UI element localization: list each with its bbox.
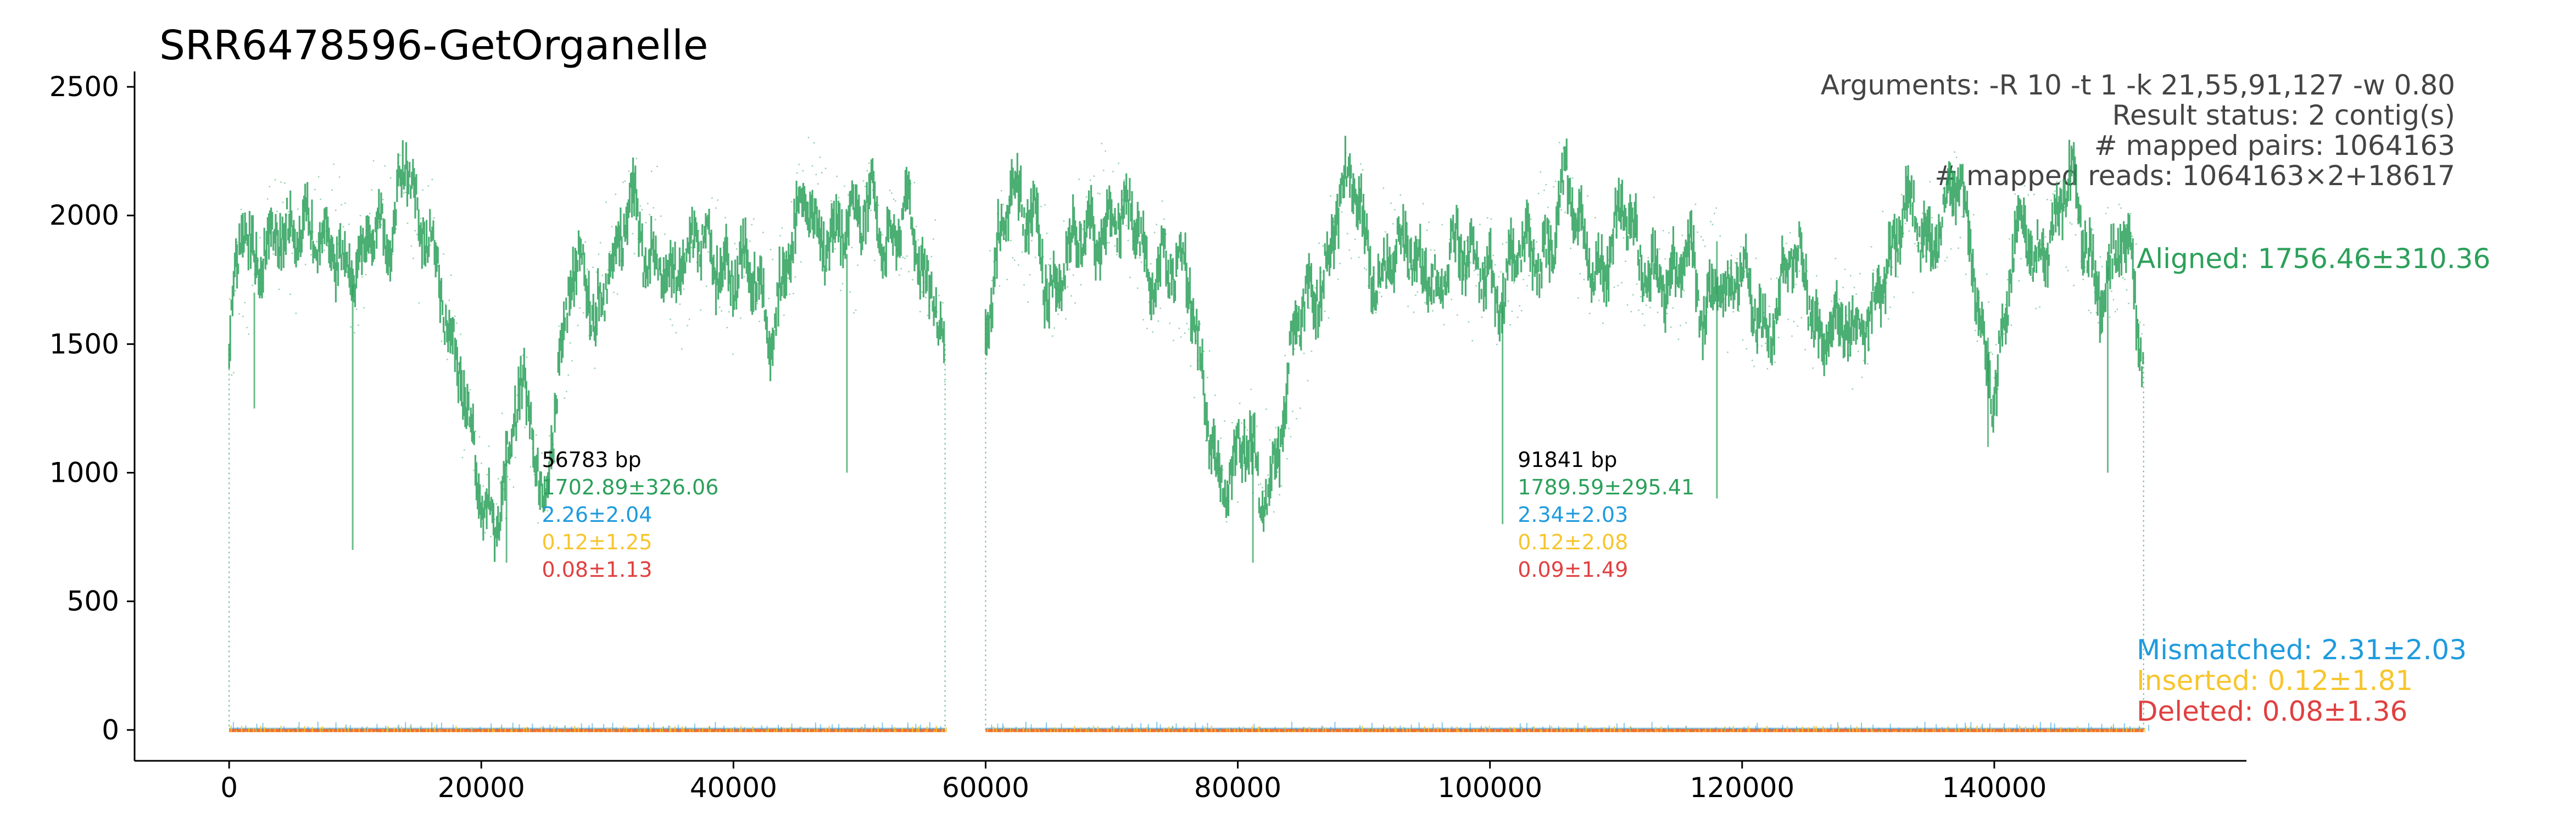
y-tick-label: 2000 xyxy=(49,199,119,231)
summary-deleted: Deleted: 0.08±1.36 xyxy=(2137,695,2407,727)
x-tick-label: 140000 xyxy=(1942,772,2047,804)
x-tick-label: 0 xyxy=(220,772,238,804)
arguments-block: Arguments: -R 10 -t 1 -k 21,55,91,127 -w… xyxy=(1821,69,2455,192)
summary-legend: Aligned: 1756.46±310.36 Mismatched: 2.31… xyxy=(2137,243,2490,727)
aligned-scatter-series xyxy=(229,137,946,538)
contig-deleted-label: 0.09±1.49 xyxy=(1518,558,1628,582)
mapped-reads-line: # mapped reads: 1064163×2+18617 xyxy=(1934,160,2455,192)
contig-1-baseline-series xyxy=(229,721,947,732)
contig-2-baseline-series xyxy=(985,721,2149,732)
contig-inserted-label: 0.12±2.08 xyxy=(1518,530,1628,554)
contig-aligned-label: 1702.89±326.06 xyxy=(542,475,718,499)
mapped-pairs-line: # mapped pairs: 1064163 xyxy=(2094,130,2455,162)
mismatched-series-noise xyxy=(232,721,941,731)
contig-1-series xyxy=(228,137,947,732)
x-tick-label: 100000 xyxy=(1437,772,1542,804)
summary-inserted: Inserted: 0.12±1.81 xyxy=(2137,665,2413,697)
x-tick-label: 40000 xyxy=(690,772,777,804)
contig-deleted-label: 0.08±1.13 xyxy=(542,558,652,582)
x-tick-label: 60000 xyxy=(942,772,1029,804)
y-tick-label: 1000 xyxy=(49,457,119,489)
x-tick-label: 80000 xyxy=(1194,772,1281,804)
y-tick-label: 2500 xyxy=(49,71,119,103)
contig-aligned-label: 1789.59±295.41 xyxy=(1518,475,1694,499)
arguments-line: Arguments: -R 10 -t 1 -k 21,55,91,127 -w… xyxy=(1821,69,2455,101)
summary-mismatched: Mismatched: 2.31±2.03 xyxy=(2137,634,2467,666)
aligned-coverage-series xyxy=(984,136,2144,532)
x-tick-label: 120000 xyxy=(1690,772,1794,804)
result-status-line: Result status: 2 contig(s) xyxy=(2112,99,2455,131)
y-tick-label: 0 xyxy=(102,714,119,746)
contig-mismatched-label: 2.34±2.03 xyxy=(1518,503,1628,527)
y-tick-label: 1500 xyxy=(49,328,119,360)
contig-inserted-label: 0.12±1.25 xyxy=(542,530,652,554)
x-tick-label: 20000 xyxy=(438,772,525,804)
aligned-scatter-series xyxy=(985,142,2145,523)
contig-labels: 56783 bp 1702.89±326.06 2.26±2.04 0.12±1.25… xyxy=(542,448,1694,582)
contig-2-series xyxy=(984,136,2149,732)
contig-length-label: 56783 bp xyxy=(542,448,641,472)
plot-area xyxy=(228,136,2149,732)
chart-title: SRR6478596-GetOrganelle xyxy=(159,22,708,69)
aligned-coverage-series xyxy=(228,140,945,562)
axes: 0 500 1000 1500 2000 2500 0 20000 40000 60000 8000… xyxy=(49,71,2246,804)
contig-mismatched-label: 2.26±2.04 xyxy=(542,503,652,527)
contig-length-label: 91841 bp xyxy=(1518,448,1617,472)
summary-aligned: Aligned: 1756.46±310.36 xyxy=(2137,243,2490,275)
y-tick-label: 500 xyxy=(67,586,119,617)
mismatched-series-noise xyxy=(991,721,2149,731)
